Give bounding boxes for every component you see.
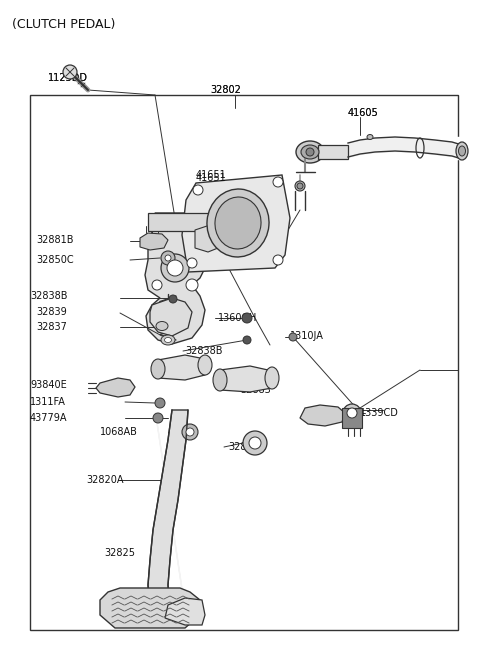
Circle shape: [289, 333, 297, 341]
Text: 93840A: 93840A: [315, 410, 352, 420]
Ellipse shape: [207, 189, 269, 257]
Polygon shape: [148, 410, 188, 610]
Ellipse shape: [151, 359, 165, 379]
Ellipse shape: [296, 141, 324, 163]
Text: 32825: 32825: [104, 548, 135, 558]
Text: 1339CD: 1339CD: [360, 408, 399, 418]
Text: 32820A: 32820A: [86, 475, 123, 485]
Bar: [148, 213, 213, 231]
Circle shape: [273, 255, 283, 265]
Text: 32837: 32837: [36, 322, 67, 332]
Circle shape: [63, 65, 77, 79]
Ellipse shape: [295, 181, 305, 191]
Circle shape: [347, 408, 357, 418]
Circle shape: [182, 424, 198, 440]
Circle shape: [152, 280, 162, 290]
Ellipse shape: [198, 355, 212, 375]
Ellipse shape: [165, 337, 171, 343]
Circle shape: [243, 431, 267, 455]
Polygon shape: [300, 405, 345, 426]
Ellipse shape: [458, 146, 466, 156]
Ellipse shape: [367, 134, 373, 140]
Polygon shape: [150, 298, 192, 336]
Text: (CLUTCH PEDAL): (CLUTCH PEDAL): [12, 18, 115, 31]
Text: 32839: 32839: [36, 307, 67, 317]
Ellipse shape: [161, 335, 175, 345]
Circle shape: [187, 258, 197, 268]
Text: 93840E: 93840E: [30, 380, 67, 390]
Circle shape: [165, 255, 171, 261]
Circle shape: [242, 313, 252, 323]
Text: 41651: 41651: [196, 173, 227, 183]
Text: 1068AB: 1068AB: [100, 427, 138, 437]
Circle shape: [193, 185, 203, 195]
Polygon shape: [145, 213, 205, 344]
Circle shape: [249, 437, 261, 449]
Text: 1125DD: 1125DD: [48, 73, 88, 83]
Polygon shape: [195, 225, 218, 252]
Polygon shape: [158, 355, 205, 380]
Bar: [342, 408, 362, 428]
Polygon shape: [96, 378, 135, 397]
Ellipse shape: [156, 322, 168, 331]
Ellipse shape: [456, 142, 468, 160]
Text: 32883: 32883: [240, 385, 271, 395]
Ellipse shape: [265, 367, 279, 389]
Text: 32802: 32802: [210, 85, 241, 95]
Text: 32876A: 32876A: [228, 442, 265, 452]
Bar: [30, 95, 458, 630]
Text: 41605: 41605: [348, 108, 379, 118]
Text: 1311FA: 1311FA: [30, 397, 66, 407]
Text: 32802: 32802: [210, 85, 241, 95]
Text: 43779A: 43779A: [30, 413, 68, 423]
Ellipse shape: [215, 197, 261, 249]
Polygon shape: [220, 366, 272, 392]
Circle shape: [167, 260, 183, 276]
Circle shape: [153, 413, 163, 423]
Circle shape: [243, 336, 251, 344]
Text: 32838B: 32838B: [185, 346, 223, 356]
Circle shape: [169, 295, 177, 303]
Circle shape: [155, 398, 165, 408]
Ellipse shape: [306, 148, 314, 156]
Polygon shape: [100, 588, 200, 628]
Bar: [318, 145, 348, 159]
Text: 32883: 32883: [163, 368, 194, 378]
Text: 32881B: 32881B: [36, 235, 73, 245]
Circle shape: [343, 404, 361, 422]
Circle shape: [161, 254, 189, 282]
Ellipse shape: [301, 145, 319, 159]
Circle shape: [186, 428, 194, 436]
Text: 41651: 41651: [196, 170, 227, 180]
Text: 41605: 41605: [348, 108, 379, 118]
Text: 1125DD: 1125DD: [48, 73, 88, 83]
Circle shape: [273, 177, 283, 187]
Ellipse shape: [297, 183, 303, 189]
Polygon shape: [165, 598, 205, 625]
Circle shape: [186, 279, 198, 291]
Text: 1310JA: 1310JA: [290, 331, 324, 341]
Polygon shape: [140, 233, 168, 250]
Text: 32850C: 32850C: [36, 255, 73, 265]
Ellipse shape: [213, 369, 227, 391]
Text: 32838B: 32838B: [30, 291, 68, 301]
Text: 1360GH: 1360GH: [218, 313, 257, 323]
Polygon shape: [182, 175, 290, 272]
Circle shape: [161, 251, 175, 265]
